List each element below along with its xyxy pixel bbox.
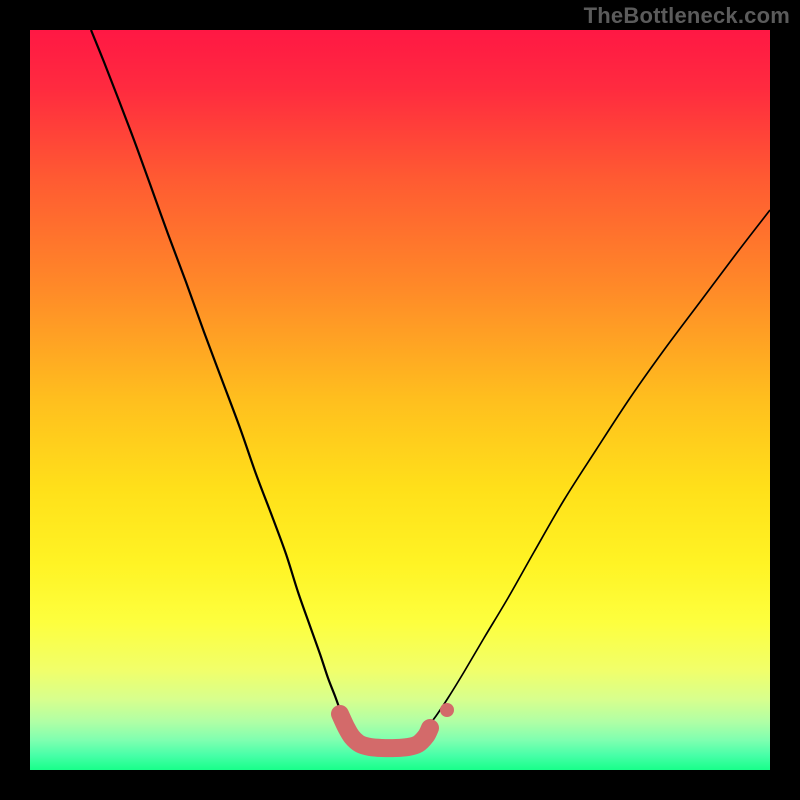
left-curve	[91, 30, 347, 729]
chart-frame: TheBottleneck.com	[0, 0, 800, 800]
right-curve	[429, 210, 770, 725]
floor-marker-dot	[440, 703, 454, 717]
plot-area	[30, 30, 770, 770]
watermark-text: TheBottleneck.com	[584, 3, 790, 29]
floor-marker	[340, 714, 430, 748]
curve-layer	[30, 30, 770, 770]
